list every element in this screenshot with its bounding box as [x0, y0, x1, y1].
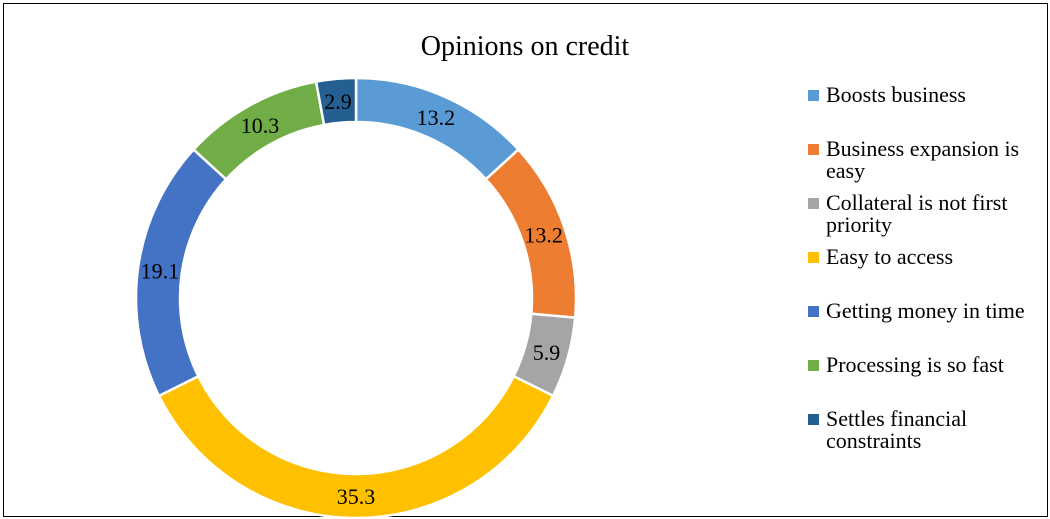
- legend-item-settles-financial-constraints: Settles financial constraints: [808, 408, 1048, 462]
- data-label-boosts-business: 13.2: [417, 105, 456, 130]
- legend-item-boosts-business: Boosts business: [808, 84, 1048, 138]
- legend-swatch: [808, 198, 819, 209]
- legend-item-business-expansion-is-easy: Business expansion is easy: [808, 138, 1048, 192]
- data-label-getting-money-in-time: 19.1: [141, 258, 180, 283]
- donut-slices: [134, 76, 578, 519]
- data-label-business-expansion-is-easy: 13.2: [524, 223, 563, 248]
- legend-swatch: [808, 90, 819, 101]
- legend-label: Settles financial constraints: [826, 406, 968, 453]
- chart-title: Opinions on credit: [421, 31, 630, 62]
- legend-label: Business expansion is easy: [826, 136, 1020, 183]
- legend-swatch: [808, 252, 819, 263]
- legend-label: Easy to access: [826, 244, 954, 269]
- slice-settles-financial-constraints: [314, 76, 358, 127]
- legend-label: Collateral is not first priority: [826, 190, 1008, 237]
- legend-item-getting-money-in-time: Getting money in time: [808, 300, 1048, 354]
- data-labels: 13.2 13.2 5.9 35.3 19.1 10.3 2.9: [141, 89, 563, 509]
- legend-item-collateral-is-not-first-priority: Collateral is not first priority: [808, 192, 1048, 246]
- legend-label: Processing is so fast: [826, 352, 1004, 377]
- data-label-settles-financial-constraints: 2.9: [324, 89, 352, 114]
- legend-swatch: [808, 414, 819, 425]
- legend-swatch: [808, 306, 819, 317]
- legend-label: Boosts business: [826, 82, 966, 107]
- data-label-collateral-is-not-first-priority: 5.9: [533, 340, 561, 365]
- legend-label: Getting money in time: [826, 298, 1025, 323]
- legend-swatch: [808, 144, 819, 155]
- legend: Boosts business Business expansion is eas…: [808, 84, 1048, 462]
- data-label-easy-to-access: 35.3: [337, 484, 376, 509]
- legend-item-easy-to-access: Easy to access: [808, 246, 1048, 300]
- legend-swatch: [808, 360, 819, 371]
- legend-item-processing-is-so-fast: Processing is so fast: [808, 354, 1048, 408]
- data-label-processing-is-so-fast: 10.3: [241, 113, 280, 138]
